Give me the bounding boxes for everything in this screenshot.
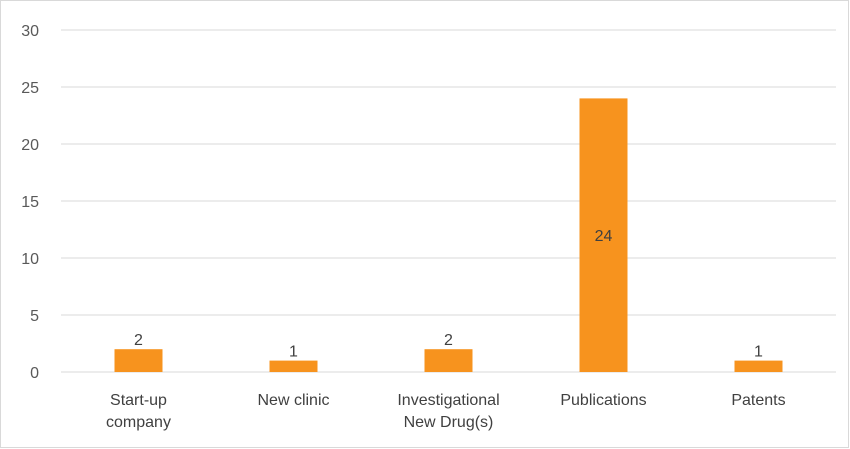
category-label-line: Patents: [731, 392, 785, 409]
data-label: 1: [289, 344, 298, 361]
bar: [579, 98, 628, 373]
gridlines: [61, 29, 836, 373]
category-label-line: New clinic: [257, 392, 329, 409]
data-label: 2: [444, 332, 453, 349]
y-tick-label: 25: [21, 80, 39, 97]
y-tick-label: 15: [21, 194, 39, 211]
bar: [114, 349, 163, 372]
category-label-line: company: [106, 414, 171, 431]
category-label: New clinic: [257, 392, 329, 409]
data-label: 24: [595, 228, 613, 245]
y-axis-ticks: 0 5 10 15 20 25 30: [21, 23, 39, 382]
data-labels: 2 1 2 24 1: [134, 228, 763, 360]
category-label: Patents: [731, 392, 785, 409]
category-label: Investigational New Drug(s): [397, 392, 499, 431]
y-tick-label: 30: [21, 23, 39, 40]
bars: [114, 98, 783, 373]
category-label-line: Investigational: [397, 392, 499, 409]
category-label-line: New Drug(s): [404, 414, 494, 431]
data-label: 1: [754, 344, 763, 361]
y-tick-label: 5: [30, 308, 39, 325]
y-tick-label: 20: [21, 137, 39, 154]
bar: [269, 360, 318, 372]
x-axis-categories: Start-up company New clinic Investigational…: [106, 392, 786, 431]
category-label: Start-up company: [106, 392, 171, 431]
bar: [424, 349, 473, 372]
category-label-line: Publications: [560, 392, 646, 409]
y-tick-label: 0: [30, 365, 39, 382]
category-label-line: Start-up: [110, 392, 167, 409]
data-label: 2: [134, 332, 143, 349]
bar: [734, 360, 783, 372]
y-tick-label: 10: [21, 251, 39, 268]
category-label: Publications: [560, 392, 646, 409]
